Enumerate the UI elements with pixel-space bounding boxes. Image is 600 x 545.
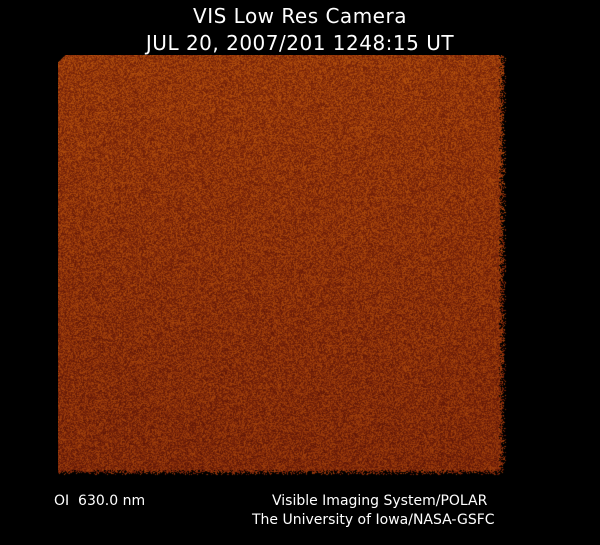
camera-title: VIS Low Res Camera	[193, 4, 407, 28]
credit-line-1: Visible Imaging System/POLAR	[272, 493, 488, 509]
observation-datetime: JUL 20, 2007/201 1248:15 UT	[145, 31, 455, 55]
wavelength-label: OI 630.0 nm	[54, 493, 146, 509]
credit-line-2: The University of Iowa/NASA-GSFC	[252, 512, 495, 528]
camera-image	[58, 55, 508, 477]
